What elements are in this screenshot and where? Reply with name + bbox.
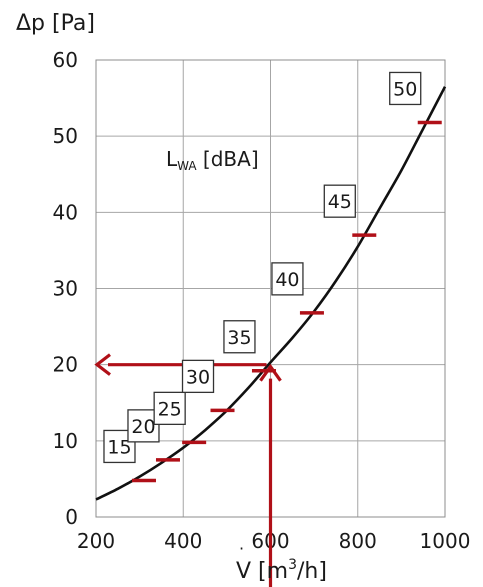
sound-level-value: 45 bbox=[328, 191, 352, 213]
sound-level-value: 20 bbox=[131, 416, 155, 438]
y-tick-label: 30 bbox=[53, 277, 78, 301]
sound-level-box-frame bbox=[271, 262, 304, 296]
y-tick-label: 10 bbox=[53, 429, 78, 453]
sound-level-box-frame bbox=[323, 184, 356, 218]
curve-layer bbox=[95, 86, 447, 501]
y-tick-label: 40 bbox=[53, 200, 78, 224]
sound-level-box: 45 bbox=[323, 184, 356, 218]
x-axis-symbol: V bbox=[236, 559, 251, 584]
sound-level-value: 25 bbox=[158, 398, 182, 420]
sound-level-box-frame bbox=[389, 71, 422, 106]
sound-level-markers bbox=[131, 120, 442, 483]
y-tick-label: 20 bbox=[53, 353, 78, 377]
sound-level-value: 35 bbox=[227, 327, 251, 349]
x-tick-label: 200 bbox=[77, 529, 115, 553]
x-tick-label: 1000 bbox=[420, 529, 471, 553]
y-tick-label: 60 bbox=[53, 48, 78, 72]
y-tick-label: 0 bbox=[65, 505, 78, 529]
sound-level-box: 35 bbox=[223, 320, 256, 354]
tick-labels: 20040060080010000102030405060 bbox=[53, 48, 471, 553]
sound-level-box-frame bbox=[153, 391, 186, 426]
sound-level-box: 50 bbox=[389, 71, 422, 106]
pressure-curve bbox=[95, 86, 447, 501]
sound-level-value: 15 bbox=[107, 436, 131, 458]
sound-level-box: 40 bbox=[271, 262, 304, 296]
flow-dot-accent: · bbox=[239, 539, 244, 558]
sound-level-value: 40 bbox=[275, 269, 299, 291]
noise-annotation: LWA [dBA] bbox=[166, 147, 259, 173]
y-axis-label: Δp [Pa] bbox=[16, 11, 95, 36]
y-tick-label: 50 bbox=[53, 124, 78, 148]
reading-arrows bbox=[94, 353, 282, 587]
vertical-arrowhead bbox=[259, 363, 282, 382]
sound-level-box-frame bbox=[181, 359, 215, 394]
sound-level-box: 30 bbox=[181, 359, 215, 394]
sound-level-value: 50 bbox=[393, 78, 417, 100]
horizontal-arrowhead bbox=[94, 353, 111, 376]
x-tick-label: 800 bbox=[339, 529, 377, 553]
x-tick-label: 400 bbox=[164, 529, 202, 553]
x-axis-label: V [m3/h] bbox=[236, 557, 327, 584]
sound-level-box: 25 bbox=[153, 391, 186, 426]
sound-level-value: 30 bbox=[186, 366, 210, 388]
sound-level-box-frame bbox=[223, 320, 256, 354]
